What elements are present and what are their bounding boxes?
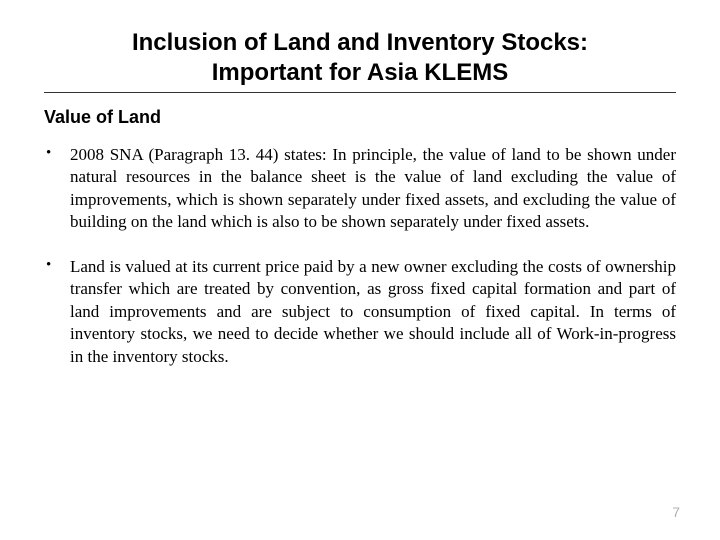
bullet-item: Land is valued at its current price paid… xyxy=(44,256,676,368)
bullet-item: 2008 SNA (Paragraph 13. 44) states: In p… xyxy=(44,144,676,234)
page-number: 7 xyxy=(672,504,680,520)
slide: Inclusion of Land and Inventory Stocks: … xyxy=(0,0,720,540)
section-heading: Value of Land xyxy=(44,107,676,128)
bullet-list: 2008 SNA (Paragraph 13. 44) states: In p… xyxy=(44,144,676,368)
title-line-1: Inclusion of Land and Inventory Stocks: xyxy=(44,28,676,58)
bullet-text: Land is valued at its current price paid… xyxy=(70,257,676,366)
title-line-2: Important for Asia KLEMS xyxy=(44,58,676,88)
bullet-text: 2008 SNA (Paragraph 13. 44) states: In p… xyxy=(70,145,676,231)
title-underline xyxy=(44,92,676,93)
slide-title: Inclusion of Land and Inventory Stocks: … xyxy=(44,28,676,88)
